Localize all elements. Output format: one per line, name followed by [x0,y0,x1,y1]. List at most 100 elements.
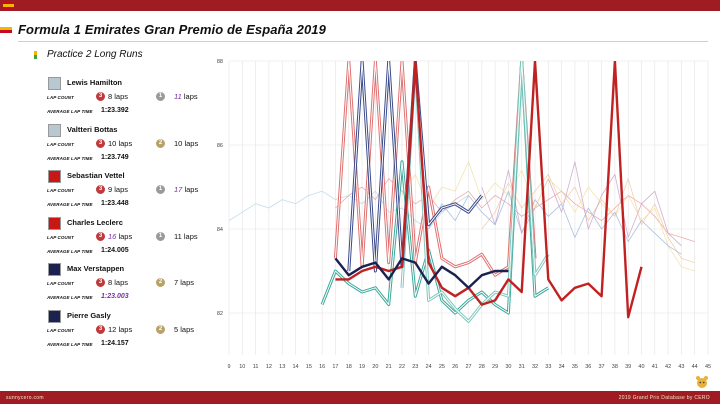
x-tick-label: 29 [492,364,498,370]
y-tick-label: 84 [217,227,223,233]
x-tick-label: 37 [598,364,604,370]
average-lap-time: 1:24.005 [101,246,129,254]
average-lap-time: 1:23.448 [101,200,129,207]
x-tick-label: 19 [359,364,365,370]
stint2-laps: 17 laps [174,185,198,194]
laps-unit: laps [118,324,133,334]
tyre-compound-icon: 2 [156,138,165,148]
laps-unit: laps [118,138,133,148]
x-tick-label: 18 [346,364,352,370]
stint2-laps: 5 laps [174,325,194,334]
y-tick-label: 88 [217,59,223,65]
tyre-compound-icon: 1 [156,185,165,194]
tyre-compound-icon: 1 [156,92,165,101]
y-tick-label: 82 [217,311,223,317]
average-lap-time-label: AVERAGE LAP TIME [47,155,93,161]
tyre-compound-icon: 1 [156,231,165,241]
stint2-laps: 11 laps [174,92,198,101]
stint1-lap-count: 8 [108,92,113,101]
lap-count-label: LAP COUNT [47,188,74,193]
x-tick-label: 40 [638,364,644,370]
stint1-laps: 8 laps [108,278,128,287]
stint2-lap-count: 7 [174,278,179,287]
stint1-lap-count: 16 [108,231,117,241]
stint1-laps: 10 laps [108,139,132,148]
laps-unit: laps [114,92,129,101]
x-tick-label: 15 [306,364,312,370]
average-lap-time-label: AVERAGE LAP TIME [47,202,93,207]
x-tick-label: 42 [665,364,671,370]
team-color-swatch [48,170,61,183]
driver-name: Charles Leclerc [67,217,123,227]
mascot-logo [694,374,710,390]
x-tick-label: 12 [266,364,272,370]
x-tick-label: 45 [705,364,711,370]
driver-card: Lewis Hamilton LAP COUNT 3 8 laps 1 11 l… [0,75,220,115]
website-link[interactable]: sunnycero.com [6,395,44,401]
average-lap-time: 1:23.003 [101,293,129,300]
driver-card: Pierre Gasly LAP COUNT 3 12 laps 2 5 lap… [0,308,220,348]
x-tick-label: 34 [559,364,565,370]
driver-card: Max Verstappen LAP COUNT 3 8 laps 2 7 la… [0,261,220,301]
x-tick-label: 44 [692,364,698,370]
stint1-lap-count: 12 [108,324,117,334]
x-tick-label: 13 [279,364,285,370]
series-line [428,190,682,255]
stint1-laps: 9 laps [108,185,128,194]
series-line [348,61,483,272]
x-tick-label: 30 [505,364,511,370]
laps-unit: laps [114,278,129,287]
title-divider [18,41,708,42]
series-line [401,61,549,322]
lap-count-label: LAP COUNT [47,95,74,100]
y-tick-label: 86 [217,143,223,149]
stint1-laps: 12 laps [108,325,132,334]
laps-unit: laps [180,278,195,287]
average-lap-time: 1:23.392 [101,107,129,114]
tyre-compound-icon: 2 [156,324,165,334]
team-color-swatch [48,77,61,90]
series-line [335,61,643,319]
stint2-lap-count: 11 [174,92,182,101]
stint1-lap-count: 10 [108,138,117,148]
average-lap-time: 1:24.157 [101,339,129,347]
stint1-laps: 16 laps [108,232,132,241]
x-tick-label: 39 [625,364,631,370]
lap-count-label: LAP COUNT [47,234,74,240]
x-tick-label: 43 [678,364,684,370]
x-tick-label: 32 [532,364,538,370]
x-tick-label: 22 [399,364,405,370]
title-flag-stripe [0,27,12,33]
stint1-laps: 8 laps [108,92,128,101]
driver-card: Charles Leclerc LAP COUNT 3 16 laps 1 11… [0,215,220,255]
laps-unit: laps [180,324,195,334]
stint1-lap-count: 8 [108,278,113,287]
series-group [229,61,695,323]
x-tick-label: 23 [412,364,418,370]
x-tick-label: 33 [545,364,551,370]
x-tick-label: 11 [253,364,259,370]
average-lap-time-label: AVERAGE LAP TIME [47,341,93,347]
page-title: Formula 1 Emirates Gran Premio de España… [18,22,326,37]
x-tick-label: 21 [386,364,392,370]
driver-card: Sebastian Vettel LAP COUNT 3 9 laps 1 17… [0,168,220,208]
bottom-bar: sunnycero.com 2019 Grand Prix Database b… [0,391,720,404]
stint2-lap-count: 17 [174,185,183,194]
top-bar [0,0,720,11]
stint2-laps: 7 laps [174,278,194,287]
average-lap-time-label: AVERAGE LAP TIME [47,248,93,254]
tyre-compound-icon: 3 [96,324,105,334]
stint1-lap-count: 9 [108,185,113,194]
tyre-compound-icon: 3 [96,185,105,194]
x-tick-label: 9 [227,364,230,370]
x-tick-label: 41 [652,364,658,370]
driver-name: Sebastian Vettel [67,171,125,180]
driver-card: Valtteri Bottas LAP COUNT 3 10 laps 2 10… [0,122,220,162]
team-color-swatch [48,216,61,230]
driver-name: Lewis Hamilton [67,78,123,87]
driver-name: Valtteri Bottas [67,124,118,134]
laps-unit: laps [184,138,199,148]
subtitle-marker [34,51,37,59]
lap-count-label: LAP COUNT [47,327,74,333]
